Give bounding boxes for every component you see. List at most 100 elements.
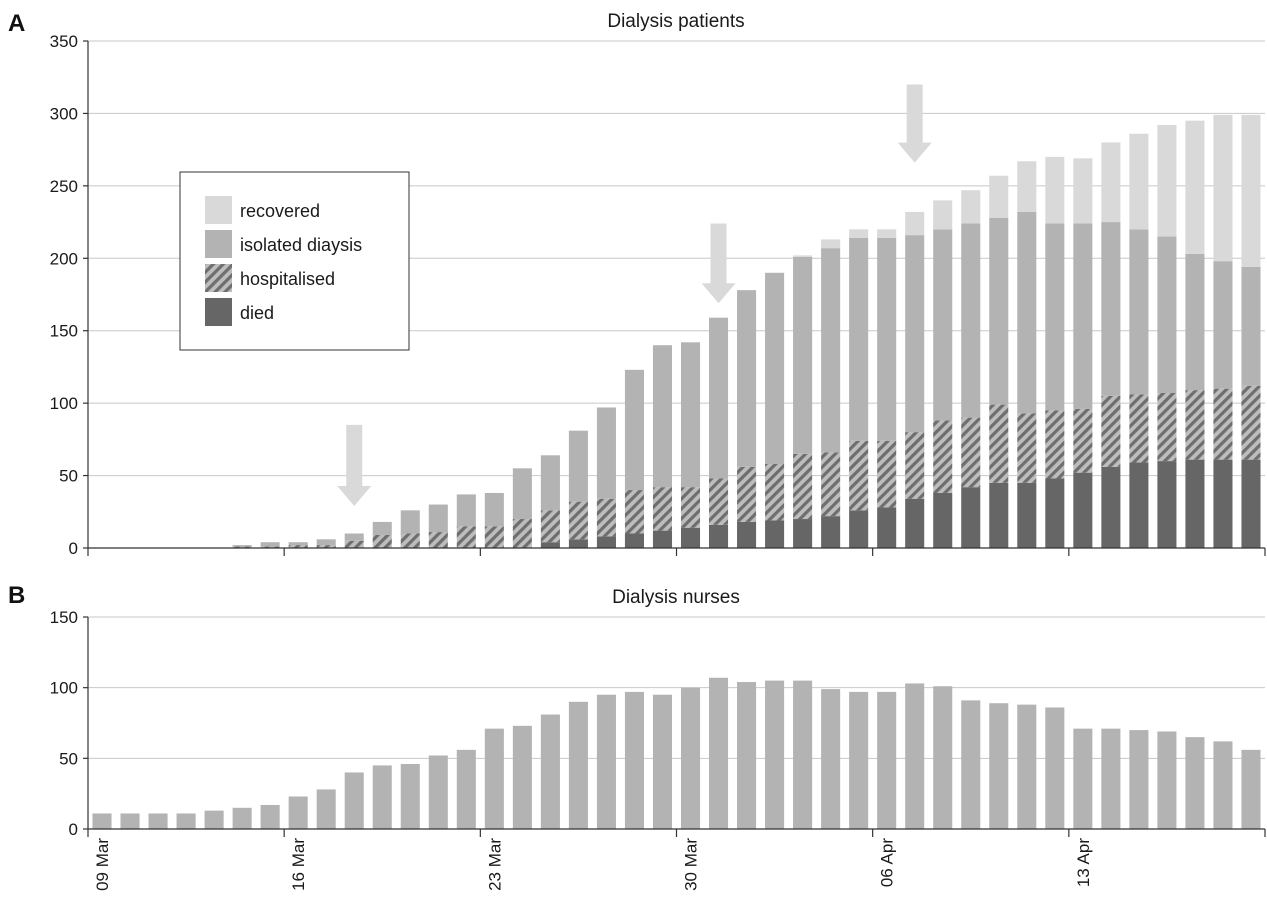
bar-segment-died: [821, 516, 841, 548]
bar-segment-died: [652, 530, 673, 548]
nurse-bar: [1157, 731, 1177, 829]
nurse-bar: [961, 700, 981, 829]
bar-segment-hospitalised: [1017, 413, 1037, 483]
bar-segment-died: [596, 536, 616, 548]
nurse-bar: [232, 807, 252, 829]
bar-segment-hospitalised: [540, 510, 560, 543]
bar-segment-isolated-diaysis: [821, 248, 841, 453]
bar-segment-died: [933, 492, 953, 548]
panel-a-axes: [83, 40, 1266, 556]
nurse-bar: [372, 765, 392, 829]
bar-segment-isolated-diaysis: [260, 542, 280, 547]
bar-segment-isolated-diaysis: [1073, 223, 1093, 409]
bar-segment-died: [1157, 461, 1177, 548]
arrow-down-annotation: [897, 84, 932, 163]
nurse-bar: [737, 682, 757, 829]
bar-segment-hospitalised: [568, 501, 588, 540]
bar-segment-hospitalised: [316, 545, 336, 548]
bar-segment-died: [765, 520, 785, 548]
x-tick-label: 30 Mar: [682, 838, 701, 891]
bar-segment-died: [1101, 466, 1121, 548]
bar-segment-died: [1241, 459, 1261, 548]
bar-segment-hospitalised: [428, 532, 448, 548]
bar-segment-hospitalised: [793, 453, 813, 520]
bar-segment-isolated-diaysis: [1045, 223, 1065, 411]
legend-swatch-recovered: [205, 196, 232, 224]
bar-segment-recovered: [1241, 114, 1261, 267]
nurse-bar: [456, 749, 476, 829]
nurse-bar: [400, 763, 420, 829]
nurse-bar: [793, 680, 813, 829]
panel-a-letter: A: [8, 10, 25, 37]
nurse-bar: [428, 755, 448, 829]
panel-a-arrows: [337, 84, 932, 506]
legend: recovered isolated diaysis hospitalised …: [179, 171, 410, 351]
bar-segment-hospitalised: [1213, 388, 1233, 460]
bar-segment-hospitalised: [596, 498, 616, 537]
nurse-bar: [120, 813, 140, 829]
bar-segment-died: [624, 533, 644, 548]
bar-segment-hospitalised: [961, 417, 981, 488]
bar-segment-isolated-diaysis: [933, 229, 953, 421]
bar-segment-recovered: [933, 200, 953, 230]
bar-segment-hospitalised: [933, 420, 953, 493]
bar-segment-isolated-diaysis: [428, 504, 448, 533]
legend-item-died: died: [205, 298, 274, 326]
bar-segment-hospitalised: [849, 440, 869, 511]
bar-segment-died: [793, 519, 813, 548]
bar-segment-isolated-diaysis: [484, 492, 504, 527]
nurse-bar: [877, 691, 897, 829]
bar-segment-isolated-diaysis: [849, 238, 869, 441]
bar-segment-recovered: [1157, 125, 1177, 237]
bar-segment-died: [877, 507, 897, 548]
panel-b-title: Dialysis nurses: [612, 587, 740, 608]
bar-segment-hospitalised: [512, 519, 532, 548]
bar-segment-hospitalised: [1073, 408, 1093, 473]
nurse-bar: [1101, 728, 1121, 829]
bar-segment-hospitalised: [1101, 395, 1121, 467]
legend-label-hospitalised: hospitalised: [240, 269, 335, 289]
nurse-bar: [316, 789, 336, 829]
x-tick-label: 23 Mar: [485, 838, 504, 891]
panel-a-y-tick-labels: 0 50 100 150 200 250 300 350: [50, 32, 78, 558]
bar-segment-recovered: [1045, 156, 1065, 224]
bar-segment-hospitalised: [344, 540, 364, 548]
bar-segment-hospitalised: [765, 463, 785, 521]
bar-segment-hospitalised: [456, 526, 476, 548]
bar-segment-recovered: [905, 211, 925, 236]
bar-segment-died: [680, 527, 701, 548]
legend-label-isolated: isolated diaysis: [240, 235, 362, 255]
bar-segment-recovered: [1101, 142, 1121, 223]
bar-segment-died: [905, 498, 925, 548]
bar-segment-isolated-diaysis: [568, 430, 588, 502]
y-tick-label: 350: [50, 32, 78, 51]
panel-a-title: Dialysis patients: [607, 11, 744, 32]
panel-b-gridlines: [88, 616, 1265, 759]
bar-segment-hospitalised: [877, 440, 897, 508]
bar-segment-isolated-diaysis: [793, 256, 813, 454]
bar-segment-isolated-diaysis: [737, 290, 757, 467]
bar-segment-isolated-diaysis: [540, 455, 560, 511]
bar-segment-died: [1017, 482, 1037, 548]
nurse-bar: [1073, 728, 1093, 829]
x-tick-label: 09 Mar: [93, 838, 112, 891]
bar-segment-recovered: [1129, 133, 1149, 230]
y-tick-label: 50: [59, 749, 78, 768]
nurse-bar: [344, 772, 364, 829]
bar-segment-hospitalised: [1129, 394, 1149, 463]
bar-segment-isolated-diaysis: [1213, 261, 1233, 389]
bar-segment-hospitalised: [1185, 390, 1205, 460]
y-tick-label: 200: [50, 249, 78, 268]
bar-segment-isolated-diaysis: [989, 217, 1009, 405]
bar-segment-hospitalised: [484, 526, 504, 548]
bar-segment-hospitalised: [260, 546, 280, 548]
bar-segment-isolated-diaysis: [680, 342, 701, 488]
bar-segment-hospitalised: [821, 452, 841, 517]
bar-segment-died: [568, 539, 588, 548]
panel-b: B Dialysis nurses 0 50 100 150 09 Mar 16 Mar…: [8, 582, 1266, 891]
bar-segment-recovered: [1017, 161, 1037, 212]
y-tick-label: 0: [69, 820, 78, 839]
nurse-bar: [680, 687, 701, 829]
nurse-bar: [484, 728, 504, 829]
bar-segment-hospitalised: [624, 490, 644, 534]
